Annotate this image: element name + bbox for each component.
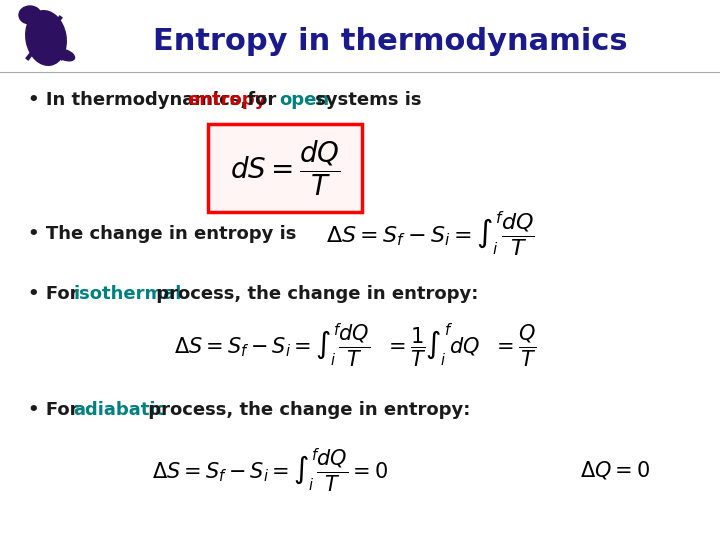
Text: • In thermodynamics,: • In thermodynamics, (28, 91, 253, 109)
Text: $\Delta Q = 0$: $\Delta Q = 0$ (580, 459, 650, 481)
Text: $dS = \dfrac{dQ}{T}$: $dS = \dfrac{dQ}{T}$ (230, 138, 341, 198)
Ellipse shape (19, 6, 41, 24)
Text: open: open (279, 91, 329, 109)
Text: entropy: entropy (188, 91, 267, 109)
Text: process, the change in entropy:: process, the change in entropy: (142, 401, 470, 419)
Ellipse shape (55, 49, 75, 61)
Text: isothermal: isothermal (73, 285, 182, 303)
Text: adiabatic: adiabatic (73, 401, 167, 419)
Text: • For: • For (28, 285, 85, 303)
Text: for: for (240, 91, 282, 109)
Text: $\Delta S = S_f - S_i = \int_i^f \dfrac{dQ}{T}$: $\Delta S = S_f - S_i = \int_i^f \dfrac{… (325, 210, 534, 259)
Text: process, the change in entropy:: process, the change in entropy: (150, 285, 478, 303)
Ellipse shape (26, 11, 66, 65)
Text: Entropy in thermodynamics: Entropy in thermodynamics (153, 28, 627, 57)
Text: • The change in entropy is: • The change in entropy is (28, 225, 297, 243)
FancyBboxPatch shape (208, 124, 362, 212)
Text: • For: • For (28, 401, 85, 419)
Text: systems is: systems is (309, 91, 422, 109)
Text: $\Delta S = S_f - S_i = \int_i^f \dfrac{dQ}{T} = 0$: $\Delta S = S_f - S_i = \int_i^f \dfrac{… (152, 446, 388, 494)
Text: $\Delta S = S_f - S_i = \int_i^f \dfrac{dQ}{T}\ \ = \dfrac{1}{T}\int_i^f dQ\ \ =: $\Delta S = S_f - S_i = \int_i^f \dfrac{… (174, 321, 536, 369)
